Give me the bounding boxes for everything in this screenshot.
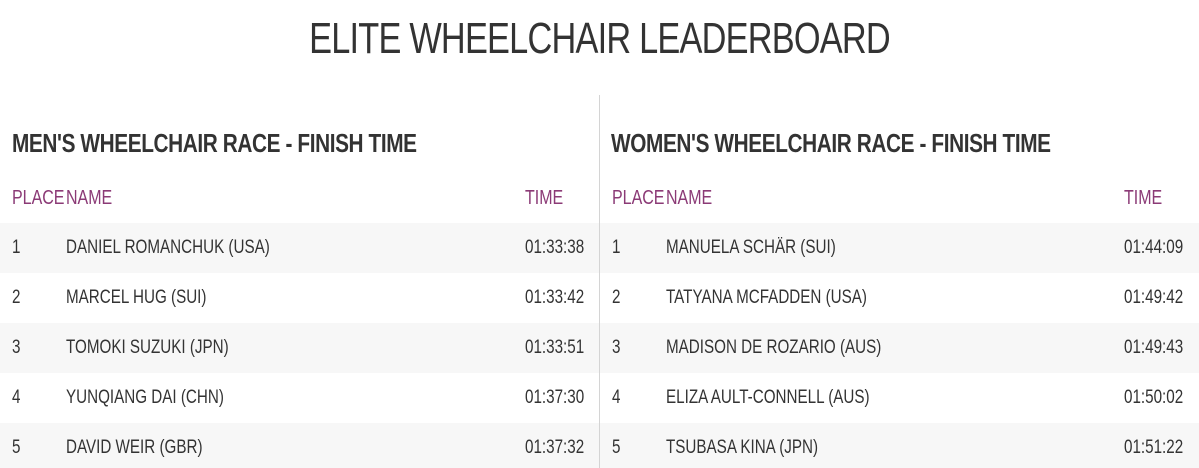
table-row: 3 TOMOKI SUZUKI (JPN) 01:33:51 (0, 323, 599, 373)
time-cell: 01:49:43 (1124, 337, 1184, 358)
time-cell: 01:50:02 (1124, 387, 1184, 408)
time-cell: 01:37:32 (525, 437, 585, 458)
time-cell: 01:49:42 (1124, 287, 1184, 308)
table-row: 2 TATYANA MCFADDEN (USA) 01:49:42 (600, 273, 1199, 323)
time-cell: 01:33:42 (525, 287, 585, 308)
place-column-header: PLACE (12, 187, 65, 209)
time-cell: 01:51:22 (1124, 437, 1184, 458)
name-cell: MANUELA SCHÄR (SUI) (666, 237, 836, 258)
name-cell: ELIZA AULT-CONNELL (AUS) (666, 387, 870, 408)
table-row: 3 MADISON DE ROZARIO (AUS) 01:49:43 (600, 323, 1199, 373)
womens-table-header: PLACE NAME TIME (600, 184, 1199, 212)
time-cell: 01:37:30 (525, 387, 585, 408)
mens-table-header: PLACE NAME TIME (0, 184, 599, 212)
name-cell: MARCEL HUG (SUI) (66, 287, 207, 308)
time-cell: 01:33:38 (525, 237, 585, 258)
place-cell: 2 (12, 287, 21, 308)
place-cell: 3 (612, 337, 621, 358)
table-row: 5 TSUBASA KINA (JPN) 01:51:22 (600, 423, 1199, 468)
name-cell: TSUBASA KINA (JPN) (666, 437, 819, 458)
place-cell: 5 (612, 437, 621, 458)
table-row: 5 DAVID WEIR (GBR) 01:37:32 (0, 423, 599, 468)
place-cell: 3 (12, 337, 21, 358)
name-column-header: NAME (66, 187, 113, 209)
page-title: ELITE WHEELCHAIR LEADERBOARD (309, 14, 891, 63)
time-column-header: TIME (525, 187, 564, 209)
table-row: 1 DANIEL ROMANCHUK (USA) 01:33:38 (0, 223, 599, 273)
column-divider (599, 95, 600, 468)
place-cell: 1 (612, 237, 621, 258)
name-cell: MADISON DE ROZARIO (AUS) (666, 337, 882, 358)
time-column-header: TIME (1124, 187, 1163, 209)
table-row: 2 MARCEL HUG (SUI) 01:33:42 (0, 273, 599, 323)
mens-leaderboard-panel: MEN'S WHEELCHAIR RACE - FINISH TIME PLAC… (0, 0, 599, 468)
name-column-header: NAME (666, 187, 713, 209)
place-cell: 4 (612, 387, 621, 408)
place-cell: 4 (12, 387, 21, 408)
place-cell: 5 (12, 437, 21, 458)
place-cell: 1 (12, 237, 21, 258)
table-row: 1 MANUELA SCHÄR (SUI) 01:44:09 (600, 223, 1199, 273)
time-cell: 01:44:09 (1124, 237, 1184, 258)
womens-panel-heading: WOMEN'S WHEELCHAIR RACE - FINISH TIME (611, 128, 1051, 158)
name-cell: DANIEL ROMANCHUK (USA) (66, 237, 270, 258)
womens-leaderboard-panel: WOMEN'S WHEELCHAIR RACE - FINISH TIME PL… (600, 0, 1199, 468)
name-cell: YUNQIANG DAI (CHN) (66, 387, 224, 408)
time-cell: 01:33:51 (525, 337, 585, 358)
place-cell: 2 (612, 287, 621, 308)
mens-panel-heading: MEN'S WHEELCHAIR RACE - FINISH TIME (12, 128, 417, 158)
name-cell: TATYANA MCFADDEN (USA) (666, 287, 867, 308)
name-cell: DAVID WEIR (GBR) (66, 437, 203, 458)
place-column-header: PLACE (612, 187, 665, 209)
table-row: 4 ELIZA AULT-CONNELL (AUS) 01:50:02 (600, 373, 1199, 423)
name-cell: TOMOKI SUZUKI (JPN) (66, 337, 229, 358)
table-row: 4 YUNQIANG DAI (CHN) 01:37:30 (0, 373, 599, 423)
